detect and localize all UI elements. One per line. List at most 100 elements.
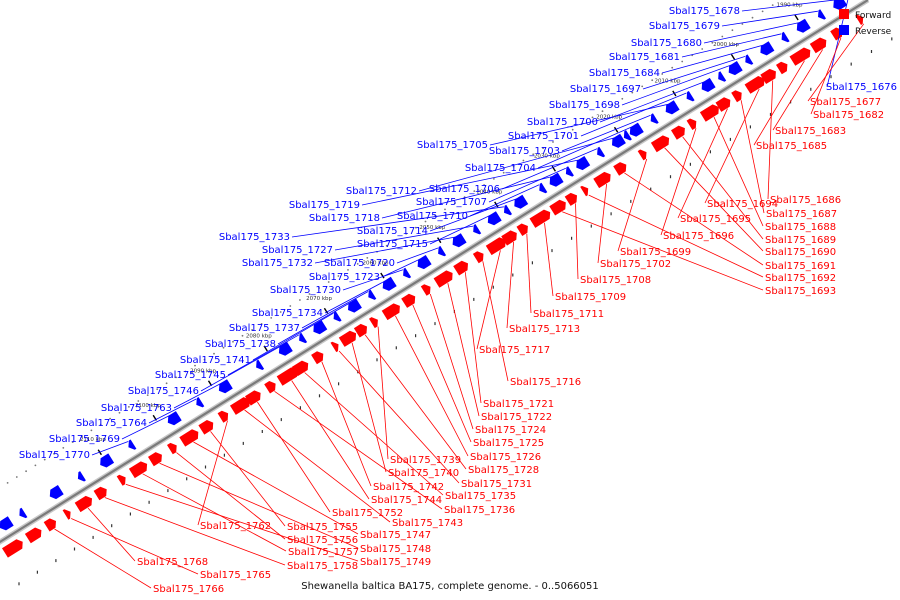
- reverse-gene-label: Sbal175_1700: [527, 117, 598, 128]
- inner-mark: [415, 334, 417, 338]
- reverse-gene-label: Sbal175_1698: [549, 100, 620, 111]
- forward-gene-arrow: [671, 125, 685, 140]
- forward-leader-line: [526, 233, 532, 314]
- reverse-leader-line: [173, 382, 222, 409]
- reverse-leader-line: [621, 64, 732, 106]
- dot-mark: [175, 376, 178, 379]
- dot-mark: [251, 329, 254, 331]
- inner-mark: [242, 441, 244, 445]
- dot-mark: [771, 4, 774, 6]
- reverse-gene-arrow: [278, 341, 293, 356]
- reverse-leader-line: [741, 0, 837, 12]
- dot-mark: [414, 226, 417, 229]
- forward-gene-label: Sbal175_1685: [756, 141, 827, 152]
- forward-gene-label: Sbal175_1716: [510, 377, 581, 388]
- forward-gene-label: Sbal175_1744: [371, 495, 442, 506]
- inner-mark: [280, 418, 282, 422]
- reverse-gene-label: Sbal175_1719: [289, 200, 360, 211]
- inner-mark: [434, 322, 436, 326]
- tick-label: 2090 kbp: [190, 368, 216, 374]
- forward-gene-label: Sbal175_1694: [707, 199, 778, 210]
- reverse-gene-label: Sbal175_1738: [205, 339, 276, 350]
- forward-gene-arrow: [338, 330, 357, 347]
- inner-mark: [186, 477, 188, 481]
- forward-gene-label: Sbal175_1721: [483, 399, 554, 410]
- forward-gene-arrow: [776, 61, 788, 75]
- forward-gene-arrow: [311, 351, 324, 365]
- dot-mark: [337, 275, 340, 277]
- dot-mark: [308, 293, 311, 295]
- inner-mark: [492, 285, 494, 289]
- forward-leader-line: [364, 334, 467, 470]
- dot-mark: [671, 66, 674, 69]
- feature-labels: Sbal175_1678 Sbal175_1679 Sbal175_1680 Sbal…: [19, 6, 897, 595]
- forward-gene-label: Sbal175_1699: [620, 247, 691, 258]
- forward-gene-arrow: [93, 486, 107, 501]
- reverse-leader-line: [200, 345, 282, 392]
- tick-label: 2080 kbp: [246, 334, 272, 340]
- dot-mark: [165, 382, 168, 385]
- dot-mark: [194, 364, 196, 367]
- dot-mark: [731, 29, 734, 32]
- forward-leader-line: [588, 194, 764, 278]
- forward-gene-label: Sbal175_1762: [200, 521, 271, 532]
- forward-gene-label: Sbal175_1742: [373, 482, 444, 493]
- reverse-gene-arrow: [299, 332, 308, 344]
- reverse-leader-line: [488, 167, 566, 203]
- forward-gene-label: Sbal175_1717: [479, 345, 550, 356]
- reverse-gene-label: Sbal175_1746: [128, 386, 199, 397]
- reverse-gene-arrow: [665, 100, 680, 115]
- tick-label: 2070 kbp: [306, 296, 332, 302]
- reverse-gene-arrow: [77, 471, 86, 482]
- tick-mark: [263, 345, 268, 352]
- forward-leader-line: [176, 452, 286, 540]
- forward-gene-arrow: [179, 429, 199, 447]
- reverse-gene-label: Sbal175_1714: [357, 226, 428, 237]
- reverse-leader-line: [703, 22, 800, 44]
- reverse-gene-arrow: [833, 0, 848, 10]
- forward-leader-line: [544, 222, 554, 297]
- forward-gene-arrow: [731, 90, 742, 103]
- forward-gene-arrow: [433, 270, 453, 288]
- dot-mark: [751, 16, 754, 19]
- tick-mark: [730, 54, 736, 60]
- forward-leader-line: [71, 518, 199, 575]
- reverse-gene-label: Sbal175_1678: [669, 6, 740, 17]
- forward-gene-arrow: [276, 367, 298, 386]
- reverse-gene-label: Sbal175_1712: [346, 186, 417, 197]
- dot-mark: [109, 417, 111, 420]
- dot-mark: [327, 281, 330, 283]
- reverse-gene-arrow: [49, 485, 64, 500]
- forward-leader-line: [351, 342, 387, 473]
- forward-leader-line: [810, 37, 842, 115]
- forward-gene-arrow: [2, 539, 23, 558]
- reverse-leader-line: [489, 103, 669, 146]
- dot-mark: [741, 23, 744, 25]
- reverse-gene-arrow: [368, 289, 377, 300]
- dot-mark: [532, 153, 535, 156]
- forward-gene-label: Sbal175_1768: [137, 557, 208, 568]
- forward-gene-arrow: [74, 495, 92, 513]
- reverse-gene-label: Sbal175_1723: [309, 272, 380, 283]
- reverse-leader-line: [314, 236, 456, 264]
- forward-gene-arrow: [420, 284, 431, 296]
- reverse-gene-arrow: [597, 146, 606, 158]
- inner-mark: [531, 261, 533, 265]
- feature-track: [0, 0, 864, 558]
- reverse-gene-arrow: [382, 276, 397, 291]
- forward-gene-label: Sbal175_1688: [765, 222, 836, 233]
- inner-mark: [610, 212, 612, 216]
- reverse-leader-line: [826, 0, 849, 88]
- forward-gene-arrow: [116, 474, 126, 486]
- inner-mark: [870, 50, 873, 53]
- forward-gene-label: Sbal175_1752: [332, 508, 403, 519]
- dot-mark: [289, 305, 292, 307]
- inner-mark: [729, 137, 731, 141]
- reverse-leader-line: [580, 92, 687, 137]
- inner-mark: [830, 75, 832, 79]
- forward-gene-label: Sbal175_1748: [360, 544, 431, 555]
- forward-gene-label: Sbal175_1687: [766, 209, 837, 220]
- dot-mark: [137, 400, 140, 402]
- reverse-leader-line: [396, 247, 439, 264]
- forward-leader-line: [377, 326, 389, 460]
